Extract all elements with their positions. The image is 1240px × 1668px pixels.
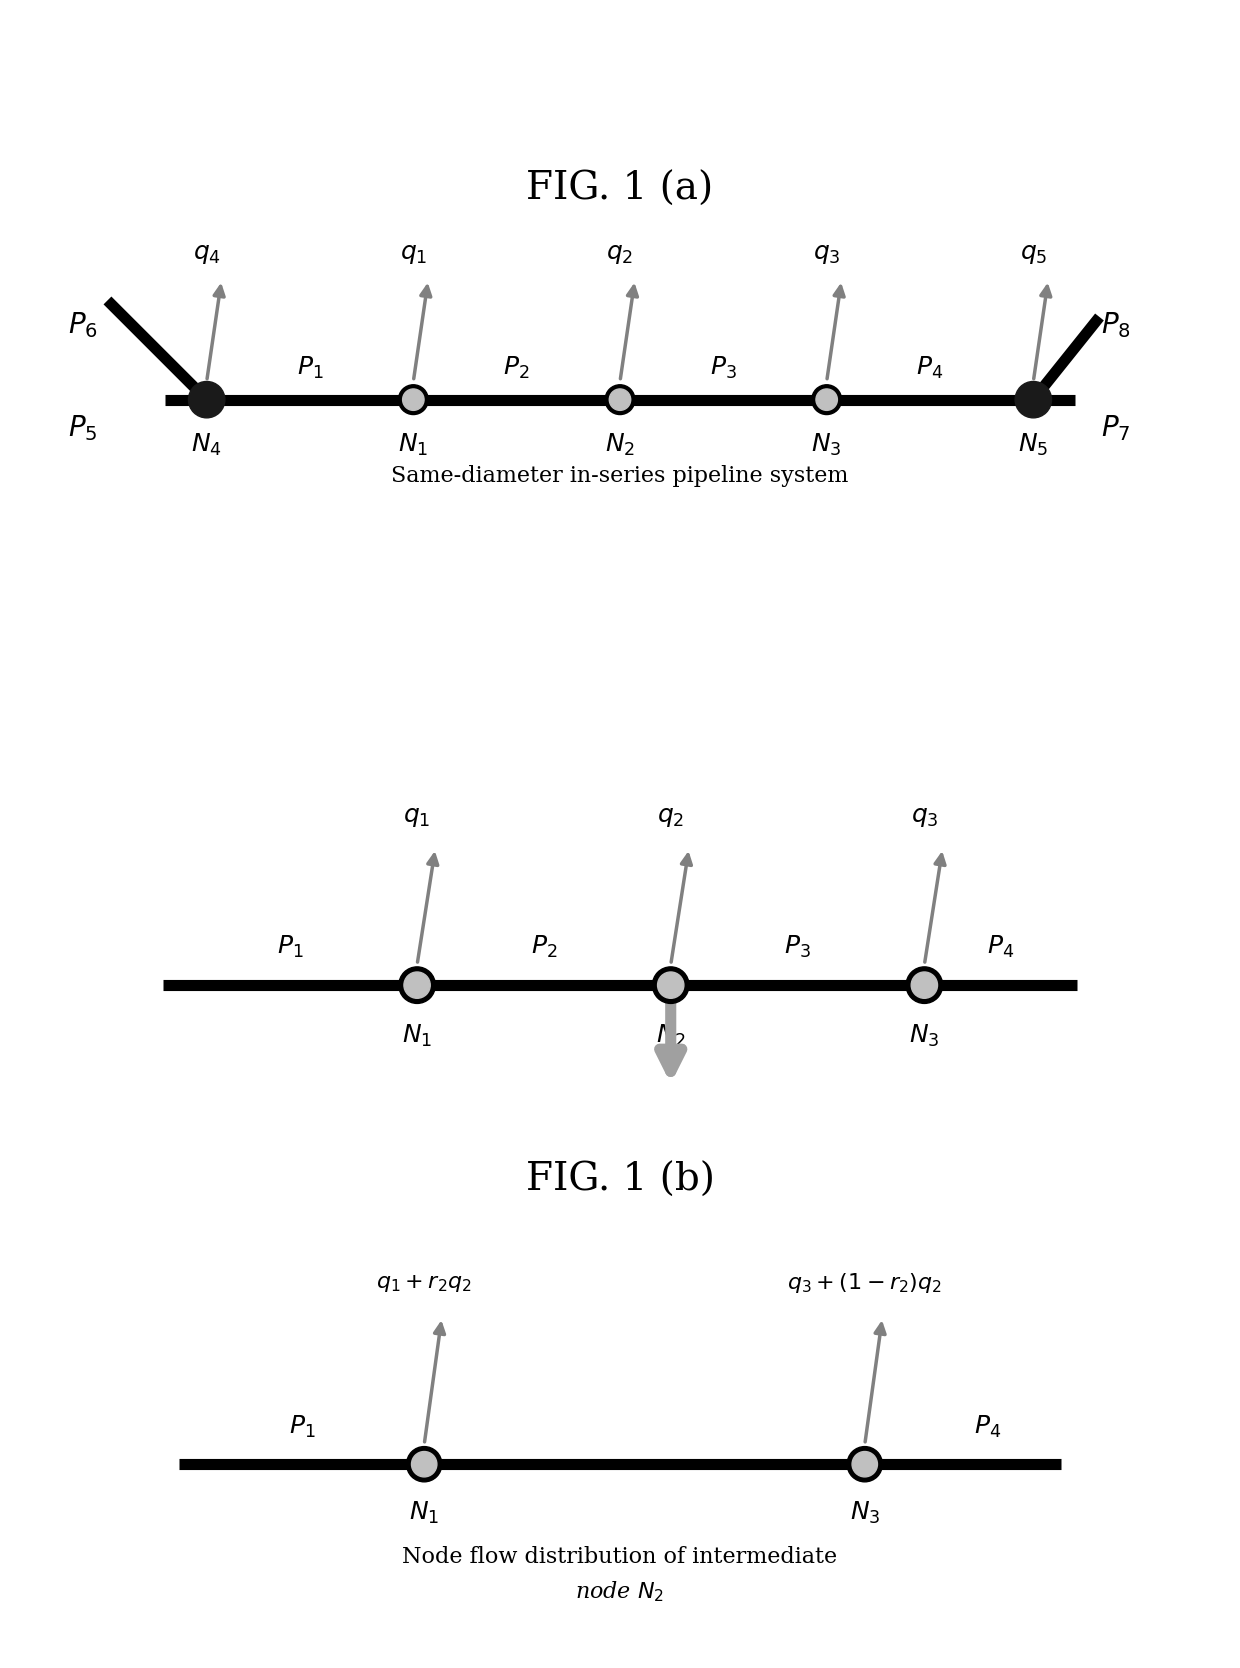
Text: $q_2$: $q_2$ bbox=[606, 244, 634, 267]
Circle shape bbox=[412, 1451, 436, 1476]
Text: $P_2$: $P_2$ bbox=[503, 355, 529, 382]
Text: $q_4$: $q_4$ bbox=[192, 244, 221, 267]
Text: $q_3$: $q_3$ bbox=[910, 806, 939, 829]
Text: $P_3$: $P_3$ bbox=[711, 355, 737, 382]
Text: $q_1$: $q_1$ bbox=[399, 244, 427, 267]
Text: $N_5$: $N_5$ bbox=[1018, 432, 1049, 459]
Text: $P_6$: $P_6$ bbox=[68, 310, 98, 340]
Text: $P_4$: $P_4$ bbox=[916, 355, 944, 382]
Text: $N_2$: $N_2$ bbox=[605, 432, 635, 459]
Text: $N_1$: $N_1$ bbox=[398, 432, 429, 459]
Text: FIG. 1 (b): FIG. 1 (b) bbox=[526, 1163, 714, 1199]
Text: $P_5$: $P_5$ bbox=[68, 414, 98, 444]
Text: $N_3$: $N_3$ bbox=[811, 432, 842, 459]
Circle shape bbox=[407, 1446, 441, 1481]
Text: $N_1$: $N_1$ bbox=[402, 1022, 433, 1049]
Circle shape bbox=[398, 385, 428, 415]
Text: $P_1$: $P_1$ bbox=[289, 1414, 315, 1439]
Text: $q_3 + (1-r_2)q_2$: $q_3 + (1-r_2)q_2$ bbox=[787, 1271, 942, 1294]
Text: Node flow distribution of intermediate: Node flow distribution of intermediate bbox=[403, 1546, 837, 1568]
Text: $P_1$: $P_1$ bbox=[277, 934, 304, 959]
Text: $P_3$: $P_3$ bbox=[784, 934, 811, 959]
Circle shape bbox=[816, 389, 837, 410]
Circle shape bbox=[812, 385, 842, 415]
Circle shape bbox=[847, 1446, 883, 1481]
Text: $N_2$: $N_2$ bbox=[656, 1022, 686, 1049]
Circle shape bbox=[652, 967, 689, 1004]
Text: $P_4$: $P_4$ bbox=[973, 1414, 1001, 1439]
Text: $q_2$: $q_2$ bbox=[657, 806, 684, 829]
Text: $q_1$: $q_1$ bbox=[403, 806, 430, 829]
Circle shape bbox=[657, 972, 684, 999]
Text: $N_3$: $N_3$ bbox=[909, 1022, 940, 1049]
Text: $P_2$: $P_2$ bbox=[531, 934, 557, 959]
Text: FIG. 1 (a): FIG. 1 (a) bbox=[526, 170, 714, 207]
Circle shape bbox=[403, 389, 424, 410]
Circle shape bbox=[906, 967, 942, 1004]
Circle shape bbox=[911, 972, 937, 999]
Circle shape bbox=[188, 382, 224, 419]
Text: $P_4$: $P_4$ bbox=[987, 934, 1014, 959]
Text: $N_3$: $N_3$ bbox=[849, 1500, 880, 1526]
Text: Same-diameter in-series pipeline system: Same-diameter in-series pipeline system bbox=[392, 465, 848, 487]
Text: node $N_2$: node $N_2$ bbox=[575, 1580, 665, 1605]
Circle shape bbox=[852, 1451, 878, 1476]
Circle shape bbox=[404, 972, 430, 999]
Text: $P_8$: $P_8$ bbox=[1101, 310, 1131, 340]
Text: $N_4$: $N_4$ bbox=[191, 432, 222, 459]
Text: $q_3$: $q_3$ bbox=[813, 244, 841, 267]
Circle shape bbox=[609, 389, 631, 410]
Text: $N_1$: $N_1$ bbox=[409, 1500, 439, 1526]
Circle shape bbox=[399, 967, 435, 1004]
Text: $q_5$: $q_5$ bbox=[1019, 244, 1047, 267]
Text: $q_1 + r_2 q_2$: $q_1 + r_2 q_2$ bbox=[376, 1273, 472, 1294]
Text: $P_7$: $P_7$ bbox=[1101, 414, 1131, 444]
Text: $P_1$: $P_1$ bbox=[296, 355, 324, 382]
Circle shape bbox=[605, 385, 635, 415]
Circle shape bbox=[1016, 382, 1052, 419]
